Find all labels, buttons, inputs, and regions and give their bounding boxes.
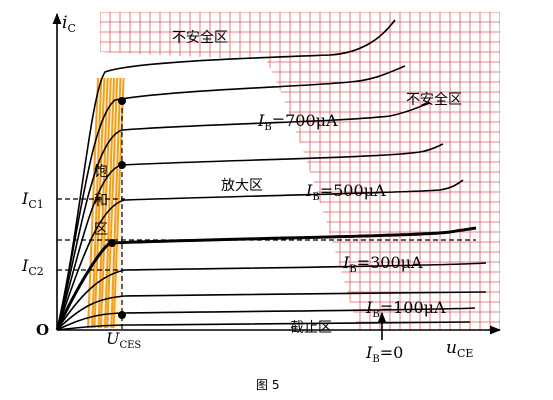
ib-100-label: IB=100μA (365, 298, 446, 320)
curve-8 (56, 291, 487, 331)
ib-500-label: IB=500μA (305, 181, 386, 203)
ib-300-label: IB=300μA (342, 253, 423, 275)
curve-top (56, 19, 396, 331)
characteristic-curves (55, 19, 487, 331)
curve-700 (56, 102, 431, 331)
saturation-hatch-line (106, 77, 119, 329)
saturation-hatch-line (110, 77, 122, 329)
saturation-hatch-line (97, 77, 109, 329)
ib-700-label: IB=700μA (257, 111, 338, 133)
saturation-hatch-line (87, 77, 99, 329)
point-top (118, 97, 126, 105)
y-axis-label: iC (62, 13, 76, 35)
cutoff-region-label: 截止区 (290, 320, 332, 336)
point-bottom (118, 311, 126, 319)
x-axis-label: uCE (446, 338, 473, 360)
ic2-label: IC2 (21, 256, 44, 278)
curve-0 (56, 321, 471, 331)
curve-500 (56, 179, 464, 331)
unsafe-region-grid (100, 12, 500, 330)
curve-2 (56, 65, 406, 331)
saturation-char-1: 饱 (94, 164, 108, 180)
point-mid (118, 161, 126, 169)
curve-300 (56, 262, 487, 331)
unsafe-region-right-label: 不安全区 (406, 91, 462, 108)
figure-caption: 图 5 (256, 378, 279, 392)
curve-4 (56, 143, 444, 331)
curve-100 (56, 307, 476, 331)
ic1-label: IC1 (21, 189, 44, 211)
amplify-region-label: 放大区 (221, 178, 263, 194)
saturation-hatch-line (104, 77, 115, 329)
saturation-char-3: 区 (94, 222, 108, 238)
origin-label: O (36, 321, 49, 339)
point-low (108, 239, 116, 247)
saturation-hatch-line (99, 77, 112, 329)
unsafe-region-top-label: 不安全区 (172, 29, 228, 46)
curve-bold (55, 226, 477, 331)
uces-label: UCES (106, 329, 141, 351)
ib-0-label: IB=0 (365, 343, 403, 365)
saturation-char-2: 和 (94, 193, 108, 209)
